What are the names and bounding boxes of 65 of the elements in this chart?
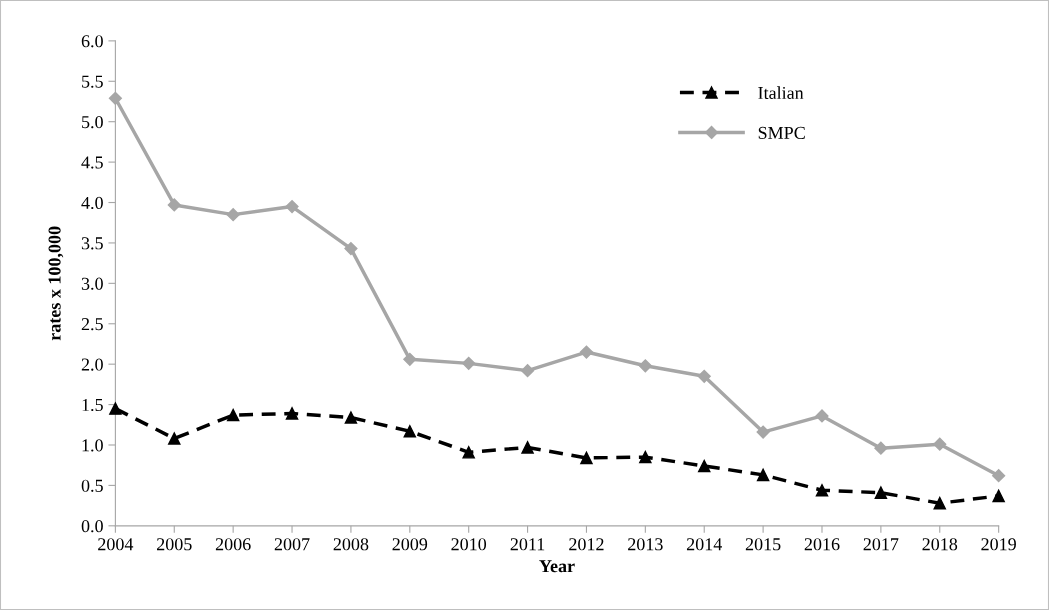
point (639, 450, 652, 464)
y-tick-label: 3.0 (81, 277, 103, 290)
point (874, 441, 888, 455)
point (168, 432, 181, 445)
x-tick-label: 2015 (745, 538, 781, 551)
x-tick-label: 2006 (215, 538, 251, 551)
y-tick-label: 3.5 (81, 237, 103, 250)
point (344, 242, 358, 256)
x-tick-label: 2004 (98, 538, 134, 551)
y-tick-label: 0.0 (81, 520, 103, 533)
x-tick-label: 2005 (157, 538, 192, 551)
point (874, 486, 888, 499)
y-tick-label: 2.5 (81, 318, 103, 331)
point (520, 364, 535, 378)
y-tick-label: 0.5 (81, 479, 103, 492)
point (226, 408, 240, 422)
point (756, 468, 770, 482)
point (697, 459, 711, 473)
legend-label: Italian (758, 86, 804, 100)
point (108, 91, 122, 105)
x-tick-label: 2010 (451, 538, 487, 551)
point (933, 437, 947, 451)
y-tick-label: 2.0 (81, 358, 103, 371)
point (285, 407, 299, 420)
x-tick-label: 2014 (686, 538, 722, 551)
x-tick-label: 2008 (333, 538, 369, 551)
x-tick-label: 2018 (922, 538, 958, 551)
x-axis-title: Year (539, 560, 575, 573)
legend-label: SMPC (758, 126, 805, 139)
point (403, 425, 417, 438)
point (580, 451, 593, 465)
y-tick-label: 5.0 (82, 115, 103, 129)
point (756, 425, 770, 439)
point (579, 345, 594, 359)
y-tick-label: 5.5 (82, 75, 103, 88)
x-tick-label: 2016 (804, 538, 840, 551)
y-tick-label: 4.5 (81, 156, 103, 169)
point (992, 489, 1005, 503)
point (992, 469, 1006, 483)
point (285, 199, 299, 214)
x-tick-label: 2013 (628, 538, 663, 551)
point (462, 356, 476, 370)
y-tick-label: 1.0 (82, 439, 103, 452)
x-tick-label: 2017 (863, 538, 899, 551)
point (815, 484, 829, 497)
point (697, 369, 711, 383)
point (638, 359, 652, 373)
x-tick-label: 2012 (569, 538, 604, 551)
point (344, 411, 358, 424)
point (462, 446, 475, 459)
point (815, 409, 829, 423)
y-tick-label: 6.0 (81, 35, 103, 48)
point (521, 441, 534, 454)
y-tick-label: 1.5 (82, 398, 103, 412)
point (403, 352, 417, 366)
x-tick-label: 2019 (981, 538, 1016, 551)
point (109, 402, 122, 415)
point (167, 198, 181, 212)
y-tick-label: 4.0 (81, 196, 103, 210)
point (226, 208, 240, 222)
x-tick-label: 2007 (274, 538, 310, 551)
y-axis-title: rates x 100,000 (48, 226, 64, 341)
x-tick-label: 2009 (392, 538, 428, 551)
x-tick-label: 2011 (510, 538, 545, 551)
point (933, 496, 947, 510)
